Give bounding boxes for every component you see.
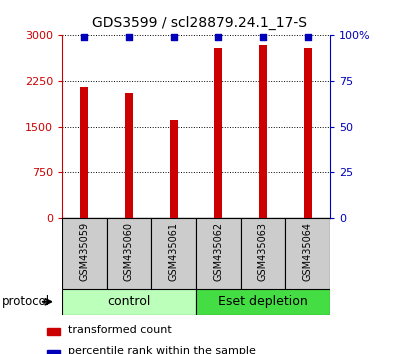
- Bar: [170, 120, 178, 218]
- Bar: [62, 289, 196, 315]
- Point: [126, 34, 132, 40]
- Bar: [151, 218, 196, 289]
- Bar: [47, 329, 60, 335]
- Text: GDS3599 / scl28879.24.1_17-S: GDS3599 / scl28879.24.1_17-S: [92, 16, 308, 30]
- Text: GSM435061: GSM435061: [169, 222, 179, 281]
- Text: GSM435059: GSM435059: [79, 222, 89, 281]
- Bar: [285, 218, 330, 289]
- Text: transformed count: transformed count: [68, 325, 172, 335]
- Text: protocol: protocol: [2, 295, 50, 308]
- Bar: [80, 87, 88, 218]
- Bar: [214, 47, 222, 218]
- Point: [215, 34, 222, 40]
- Bar: [241, 218, 285, 289]
- Text: control: control: [107, 295, 151, 308]
- Bar: [47, 350, 60, 354]
- Text: Eset depletion: Eset depletion: [218, 295, 308, 308]
- Text: GSM435062: GSM435062: [213, 222, 223, 281]
- Text: GSM435064: GSM435064: [303, 222, 313, 281]
- Bar: [196, 218, 241, 289]
- Point: [81, 34, 88, 40]
- Bar: [259, 45, 267, 218]
- Text: GSM435060: GSM435060: [124, 222, 134, 281]
- Bar: [125, 93, 133, 218]
- Point: [170, 34, 177, 40]
- Bar: [304, 47, 312, 218]
- Bar: [62, 218, 107, 289]
- Bar: [107, 218, 151, 289]
- Point: [260, 34, 266, 40]
- Point: [304, 34, 311, 40]
- Bar: [196, 289, 330, 315]
- Text: percentile rank within the sample: percentile rank within the sample: [68, 346, 256, 354]
- Text: GSM435063: GSM435063: [258, 222, 268, 281]
